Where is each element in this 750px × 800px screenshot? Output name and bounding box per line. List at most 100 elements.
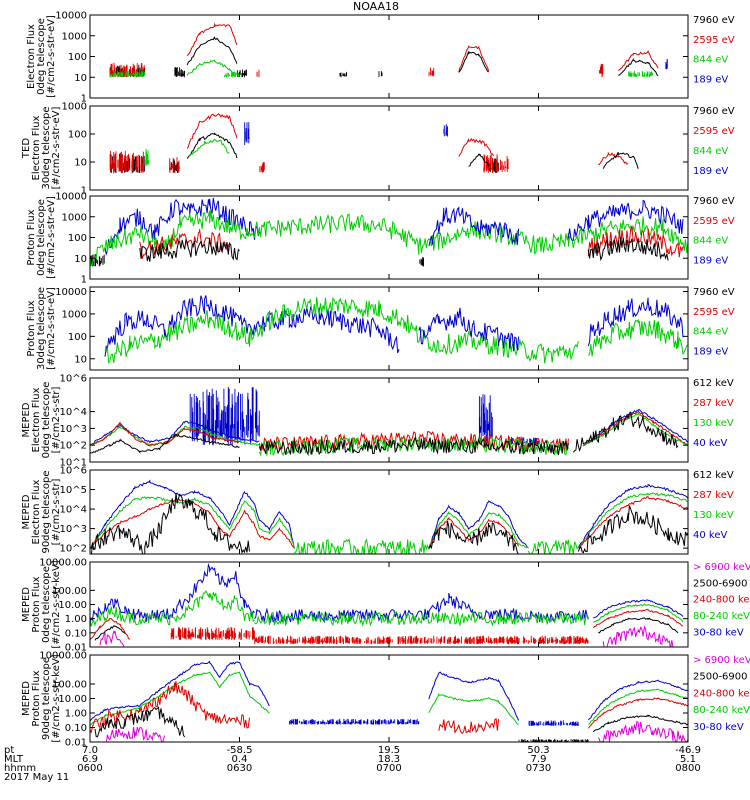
burst-series-1 bbox=[289, 718, 579, 726]
y-tick-label: 10^2 bbox=[60, 441, 87, 452]
legend-entry: 844 eV bbox=[693, 236, 728, 247]
panel-6-data bbox=[90, 479, 688, 554]
flux-series-2 bbox=[90, 496, 295, 549]
y-axis-label-line: Proton Flux bbox=[26, 209, 37, 265]
y-axis-label-line: MEPED bbox=[21, 681, 32, 716]
y-tick-label: 10000 bbox=[55, 287, 87, 298]
burst-series-1 bbox=[109, 154, 499, 174]
flux-series-10 bbox=[588, 688, 688, 725]
flux-series-8 bbox=[428, 521, 519, 554]
flux-series-5 bbox=[105, 726, 166, 742]
flux-series-6 bbox=[428, 671, 520, 721]
flux-series-9 bbox=[587, 679, 688, 721]
x-tick-label: -46.9 bbox=[675, 745, 701, 756]
burst-series-4 bbox=[665, 58, 668, 70]
panel-6: 10^6 10^5 10^4 10^3 10^2 MEPED Electron Flux 90… bbox=[21, 466, 734, 555]
flux-series-6 bbox=[598, 151, 629, 166]
y-axis-label-line: [#/cm2-s-str-eV] bbox=[46, 287, 57, 370]
flux-series-4 bbox=[458, 137, 495, 157]
panel-5-data bbox=[90, 387, 688, 457]
x-row-label: MLT bbox=[4, 754, 24, 765]
flux-series-12 bbox=[592, 714, 688, 733]
y-tick-label: 1000 bbox=[62, 212, 87, 223]
legend-entry: 287 keV bbox=[693, 490, 734, 501]
legend-entry: 189 eV bbox=[693, 74, 728, 85]
flux-series-3 bbox=[428, 206, 520, 247]
y-axis-label-line: [#/cm2-s-str-keV] bbox=[51, 654, 62, 742]
flux-series-10 bbox=[258, 436, 569, 457]
y-axis-label-line: Electron Flux bbox=[31, 387, 42, 452]
panel-4-frame bbox=[89, 286, 689, 371]
flux-series-1 bbox=[90, 479, 295, 549]
y-tick-label: 1 bbox=[81, 186, 87, 197]
flux-series-5 bbox=[99, 630, 125, 647]
legend-entry: 189 eV bbox=[693, 346, 728, 357]
legend-entry: 30-80 keV bbox=[693, 627, 744, 638]
x-tick-label: 5.1 bbox=[680, 754, 696, 765]
flux-series-10 bbox=[592, 608, 684, 629]
flux-series-3 bbox=[90, 421, 240, 447]
flux-series-1 bbox=[104, 295, 400, 357]
panel-5-frame bbox=[89, 377, 689, 463]
x-tick-label: 0800 bbox=[675, 763, 700, 774]
y-axis-label-line: TED bbox=[21, 138, 32, 159]
legend-entry: 7960 eV bbox=[693, 287, 735, 298]
flux-series-10 bbox=[578, 492, 688, 549]
legend-entry: 130 keV bbox=[693, 510, 734, 521]
legend-entry: 240-800 keV bbox=[693, 595, 750, 606]
flux-series-1 bbox=[186, 22, 238, 57]
burst-series-3 bbox=[109, 71, 653, 78]
legend-entry: > 6900 keV bbox=[693, 655, 750, 666]
flux-series-12 bbox=[577, 505, 688, 554]
x-tick-label: 0600 bbox=[77, 763, 102, 774]
flux-series-4 bbox=[567, 199, 684, 241]
y-tick-label: 10^4 bbox=[60, 505, 87, 516]
burst-series-4 bbox=[244, 122, 448, 145]
flux-series-2 bbox=[186, 36, 238, 66]
flux-series-4 bbox=[94, 706, 186, 738]
flux-series-5 bbox=[458, 51, 490, 73]
y-tick-label: 100 bbox=[68, 130, 87, 141]
flux-series-9 bbox=[258, 431, 569, 453]
flux-series-14 bbox=[528, 539, 579, 554]
chart-title: NOAA18 bbox=[353, 0, 399, 13]
flux-series-6 bbox=[583, 410, 688, 446]
flux-series-12 bbox=[602, 625, 674, 647]
flux-series-5 bbox=[587, 318, 688, 357]
x-tick-label: 0700 bbox=[376, 763, 401, 774]
y-tick-label: 1 bbox=[81, 275, 87, 286]
x-tick-label: 7.9 bbox=[531, 754, 547, 765]
x-tick-label: 19.5 bbox=[378, 745, 400, 756]
burst-series-2 bbox=[109, 150, 509, 174]
legend-entry: 2500-6900 bbox=[693, 578, 748, 589]
y-axis-label-line: [#/cm2-s-str-eV] bbox=[46, 196, 57, 279]
y-axis-label-line: 0deg telescope bbox=[41, 566, 52, 643]
panel-7-data bbox=[90, 562, 684, 647]
y-tick-label: 10 bbox=[74, 73, 87, 84]
legend-entry: 2595 eV bbox=[693, 126, 735, 137]
flux-series-3 bbox=[90, 681, 250, 734]
legend-entry: 2595 eV bbox=[693, 35, 735, 46]
y-tick-label: 100 bbox=[68, 233, 87, 244]
flux-series-7 bbox=[428, 516, 520, 549]
flux-series-4 bbox=[94, 625, 126, 641]
legend-entry: 612 keV bbox=[693, 470, 734, 481]
time-axis: pt 7.0 -58.5 19.5 50.3 -46.9 MLT 6.9 0.4 18.3 7.9 5… bbox=[4, 745, 701, 783]
panel-1: 10000 1000 100 10 1 Electron Flux 0deg telesco… bbox=[26, 11, 735, 105]
legend-entry: 189 eV bbox=[693, 255, 728, 266]
burst-series-1 bbox=[170, 627, 589, 645]
y-tick-label: 10^4 bbox=[60, 407, 87, 418]
y-axis-label-line: Electron Flux bbox=[31, 479, 42, 544]
panel-2: 1000 100 10 1 TED Electron Flux 30deg telescop… bbox=[21, 102, 735, 197]
y-axis-label-line: [#/cm2-s-str] bbox=[51, 386, 62, 453]
panel-4-data bbox=[104, 295, 688, 364]
flux-series-7 bbox=[428, 693, 519, 725]
y-tick-label: 10 bbox=[74, 158, 87, 169]
flux-series-1 bbox=[90, 420, 260, 446]
y-axis-label-line: Proton Flux bbox=[31, 576, 42, 632]
flux-series-3 bbox=[189, 138, 230, 157]
flux-series-6 bbox=[428, 510, 529, 550]
y-tick-label: 10^3 bbox=[60, 424, 87, 435]
flux-series-2 bbox=[186, 132, 238, 159]
legend-entry: 130 keV bbox=[693, 418, 734, 429]
